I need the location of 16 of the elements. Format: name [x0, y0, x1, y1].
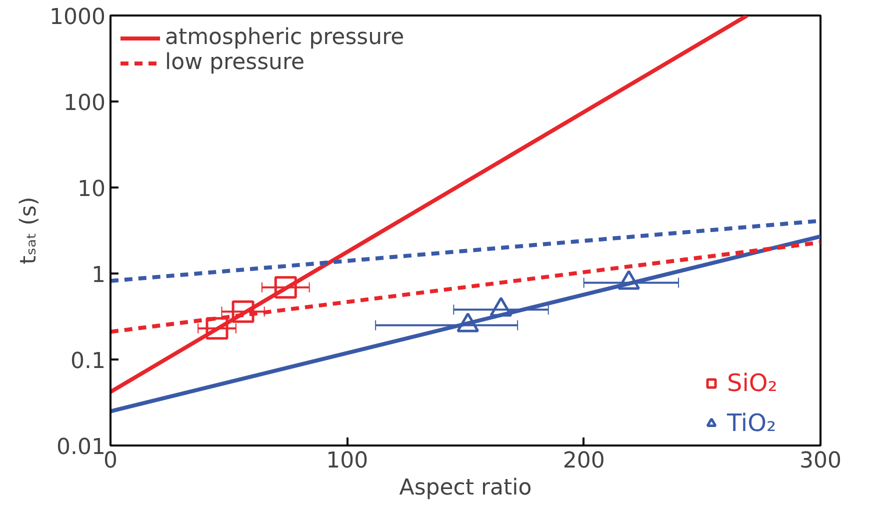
- x-tick-label: 0: [104, 448, 118, 474]
- legend-label: TiO₂: [727, 409, 776, 437]
- x-axis-title: Aspect ratio: [399, 476, 532, 500]
- legend-label: low pressure: [165, 50, 305, 75]
- y-tick-label: 1000: [50, 5, 106, 30]
- x-tick-label: 100: [326, 448, 368, 474]
- x-tick-label: 300: [800, 448, 842, 474]
- y-tick-label: 0.01: [56, 435, 106, 460]
- y-tick-label: 10: [78, 177, 106, 202]
- legend-label: atmospheric pressure: [165, 25, 404, 50]
- y-tick-label: 0.1: [70, 349, 106, 374]
- y-tick-label: 100: [64, 91, 106, 116]
- y-axis-title: tₛₐₜ (s): [16, 196, 42, 264]
- legend-label: SiO₂: [727, 369, 778, 397]
- y-tick-label: 1: [92, 263, 106, 288]
- x-tick-label: 200: [562, 448, 605, 474]
